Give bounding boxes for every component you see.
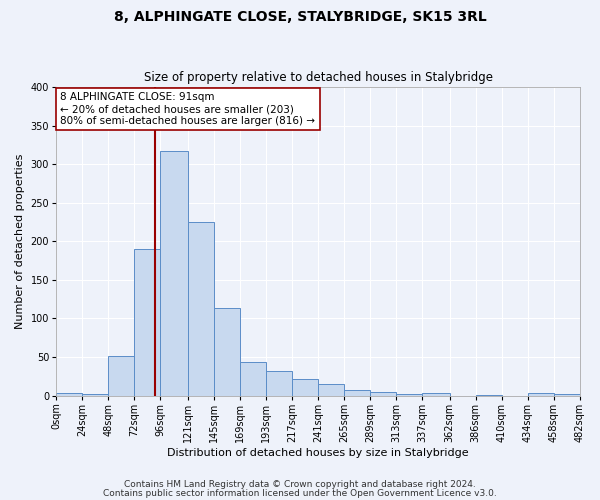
Title: Size of property relative to detached houses in Stalybridge: Size of property relative to detached ho… [143, 72, 493, 85]
Bar [82, 394, 108, 396]
Bar [160, 151, 188, 396]
Bar [292, 380, 318, 396]
Bar [134, 249, 160, 396]
Text: Contains public sector information licensed under the Open Government Licence v3: Contains public sector information licen… [103, 488, 497, 498]
Bar [56, 394, 82, 396]
Text: 8, ALPHINGATE CLOSE, STALYBRIDGE, SK15 3RL: 8, ALPHINGATE CLOSE, STALYBRIDGE, SK15 3… [113, 10, 487, 24]
Bar [318, 384, 344, 396]
Bar [554, 394, 580, 396]
Bar [240, 362, 266, 396]
Bar [528, 392, 554, 396]
Bar [108, 356, 134, 396]
Text: 8 ALPHINGATE CLOSE: 91sqm
← 20% of detached houses are smaller (203)
80% of semi: 8 ALPHINGATE CLOSE: 91sqm ← 20% of detac… [61, 92, 316, 126]
Bar [476, 395, 502, 396]
Text: Contains HM Land Registry data © Crown copyright and database right 2024.: Contains HM Land Registry data © Crown c… [124, 480, 476, 489]
Bar [397, 394, 422, 396]
Y-axis label: Number of detached properties: Number of detached properties [15, 154, 25, 329]
Bar [344, 390, 370, 396]
Bar [370, 392, 397, 396]
X-axis label: Distribution of detached houses by size in Stalybridge: Distribution of detached houses by size … [167, 448, 469, 458]
Bar [422, 392, 449, 396]
Bar [214, 308, 240, 396]
Bar [266, 371, 292, 396]
Bar [188, 222, 214, 396]
